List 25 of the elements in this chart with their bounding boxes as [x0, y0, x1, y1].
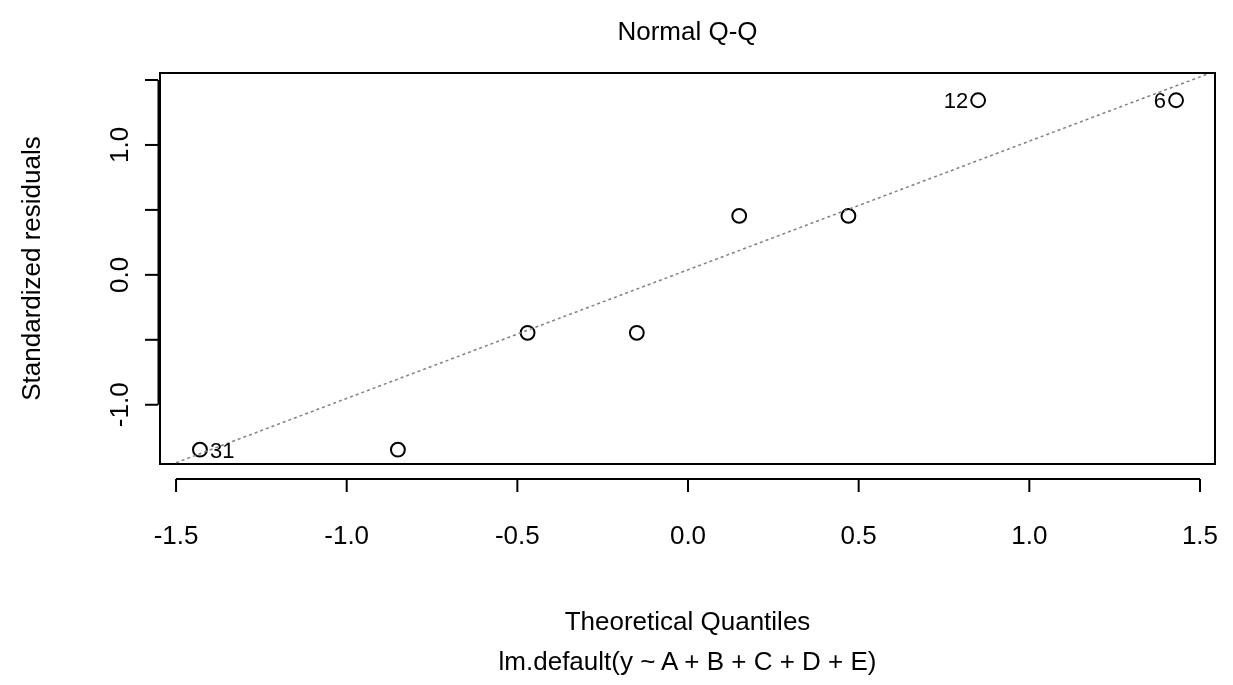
x-tick-label: 1.5 [1181, 520, 1219, 550]
y-tick-label: 1.0 [104, 126, 134, 164]
y-axis-title: Standardized residuals [16, 136, 46, 401]
chart-title: Normal Q-Q [617, 16, 758, 46]
annotation: 12 [943, 88, 969, 114]
x-tick-label: 1.0 [1011, 520, 1048, 550]
x-tick-label: 0.5 [840, 520, 877, 550]
point [1168, 92, 1184, 109]
y-tick-label: 0.0 [104, 256, 134, 293]
point [628, 324, 645, 341]
x-tick-label: -0.5 [494, 520, 540, 550]
text: lm.default(y ~ A + B + C + D + E) [498, 646, 877, 676]
point [389, 441, 406, 458]
point [519, 324, 536, 341]
x-axis-title: Theoretical Quantiles [564, 606, 811, 636]
point [731, 207, 748, 224]
annotation: 6 [1153, 88, 1167, 114]
x-tick-label: -1.0 [324, 520, 370, 550]
annotation: 31 [209, 437, 235, 463]
x-tick-label: 0.0 [669, 520, 707, 550]
y-tick-label: -1.0 [104, 382, 134, 428]
point [970, 92, 987, 109]
point [840, 207, 857, 224]
x-tick-label: -1.5 [153, 520, 199, 550]
point [192, 441, 208, 458]
